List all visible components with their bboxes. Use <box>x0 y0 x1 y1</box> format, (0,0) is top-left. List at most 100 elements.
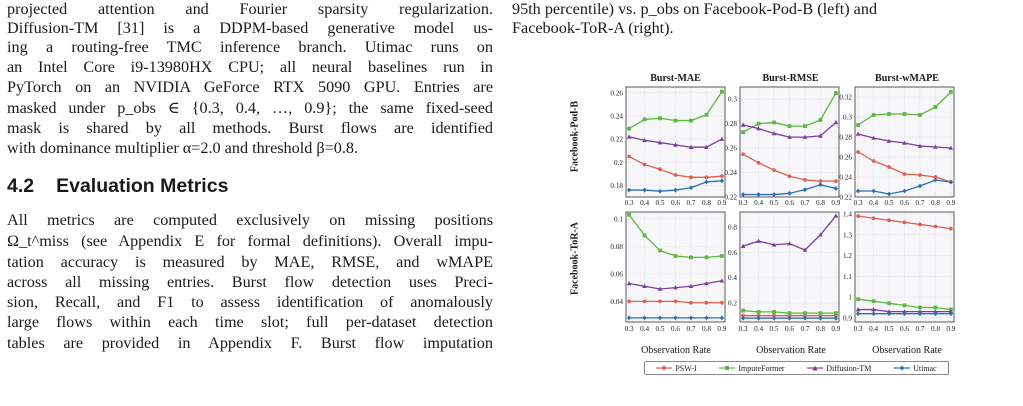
data-point <box>627 212 631 217</box>
data-point <box>948 311 954 317</box>
data-point <box>818 133 823 138</box>
panel-frame <box>854 86 955 198</box>
data-point <box>657 315 663 321</box>
x-tick-label: 0.5 <box>656 325 665 333</box>
x-tick-label: 0.8 <box>816 325 825 333</box>
data-point <box>642 187 647 193</box>
x-tick-label: 0.9 <box>946 325 955 333</box>
data-point <box>772 309 776 314</box>
y-tick-label: 0.26 <box>610 89 623 97</box>
body-line: large flows within each time slot; full … <box>7 313 493 331</box>
data-point <box>917 183 923 189</box>
legend-item: ImputeFormer <box>719 364 785 373</box>
data-point <box>802 247 808 252</box>
y-tick-label: 0.18 <box>610 182 623 190</box>
y-tick-label: 0.24 <box>610 112 623 120</box>
body-line: PyTorch on an NVIDIA GeForce RTX 5090 GP… <box>7 78 493 96</box>
x-tick-label: 0.9 <box>946 199 955 207</box>
data-point <box>673 173 678 177</box>
body-line: Ω_t^miss (see Appendix E for formal defi… <box>7 232 493 250</box>
data-point <box>627 154 631 159</box>
panel-background <box>626 87 725 197</box>
data-point <box>933 305 938 310</box>
body-line: sion, Recall, and F1 to assess identific… <box>7 293 493 311</box>
data-point <box>833 186 839 191</box>
data-point <box>787 311 792 316</box>
data-point <box>704 112 709 117</box>
y-tick-label: 0.8 <box>728 224 737 232</box>
data-point <box>642 162 647 167</box>
data-point <box>918 222 922 227</box>
data-point <box>626 187 632 193</box>
data-point <box>887 218 891 223</box>
data-point <box>918 305 922 310</box>
data-point <box>642 283 647 289</box>
data-point <box>720 300 724 305</box>
data-point <box>740 315 746 321</box>
x-tick-label: 0.7 <box>915 325 924 333</box>
data-point <box>802 134 808 139</box>
legend-label: PSW-I <box>675 363 697 373</box>
data-point <box>818 315 823 321</box>
data-point <box>803 124 807 129</box>
x-tick-label: 0.3 <box>625 199 634 207</box>
data-point <box>886 191 892 197</box>
y-tick-label: 0.3 <box>728 96 737 104</box>
data-point <box>689 300 693 305</box>
x-tick-label: 0.6 <box>785 199 794 207</box>
data-point <box>704 175 709 180</box>
y-tick-label: 1.1 <box>843 273 852 281</box>
data-point <box>756 192 761 197</box>
x-axis-label: Observation Rate <box>872 345 942 356</box>
x-tick-label: 0.3 <box>854 199 863 207</box>
data-point <box>933 144 938 149</box>
y-tick-label: 0.32 <box>839 94 852 102</box>
x-tick-label: 0.7 <box>800 325 809 333</box>
data-point <box>803 177 807 182</box>
x-tick-label: 0.6 <box>785 325 794 333</box>
data-point <box>902 303 907 308</box>
x-tick-label: 0.8 <box>816 199 825 207</box>
data-point <box>834 311 838 316</box>
data-point <box>720 174 724 179</box>
data-point <box>787 190 792 196</box>
data-point <box>871 159 876 163</box>
figure-caption-line: Facebook-ToR-A (right). <box>512 19 674 37</box>
x-tick-label: 0.7 <box>915 199 924 207</box>
legend-swatch-imputeformer <box>719 366 736 370</box>
body-line: an Intel Core i9-13980HX CPU; all neural… <box>7 58 493 76</box>
data-point <box>627 299 631 304</box>
x-tick-label: 0.3 <box>625 325 634 333</box>
column-title: Burst-MAE <box>650 73 701 84</box>
x-tick-label: 0.3 <box>739 199 748 207</box>
data-point <box>933 177 938 183</box>
x-tick-label: 0.6 <box>900 199 909 207</box>
body-line: across all missing entries. Burst flow d… <box>7 273 493 291</box>
x-tick-label: 0.5 <box>656 199 665 207</box>
body-line: All metrics are computed exclusively on … <box>7 211 493 229</box>
data-point <box>871 311 876 317</box>
data-point <box>833 315 839 321</box>
x-tick-label: 0.4 <box>640 325 649 333</box>
x-tick-label: 0.3 <box>854 325 863 333</box>
data-point <box>902 172 907 176</box>
data-point <box>740 192 746 197</box>
x-tick-label: 0.8 <box>702 199 711 207</box>
data-point <box>719 278 725 283</box>
data-point <box>933 311 938 317</box>
y-tick-label: 0.2 <box>728 300 737 308</box>
data-point <box>834 179 838 184</box>
y-tick-label: 1.3 <box>843 231 852 239</box>
x-tick-label: 0.4 <box>869 325 878 333</box>
data-point <box>740 122 746 127</box>
legend-swatch-diffusion <box>807 365 824 371</box>
column-title: Burst-RMSE <box>762 73 819 84</box>
data-point <box>818 182 823 188</box>
data-point <box>787 134 792 139</box>
data-point <box>689 255 693 260</box>
data-point <box>787 174 792 179</box>
data-point <box>918 113 922 117</box>
legend-swatch-psw <box>656 366 673 370</box>
data-point <box>771 192 777 197</box>
data-point <box>871 216 876 221</box>
